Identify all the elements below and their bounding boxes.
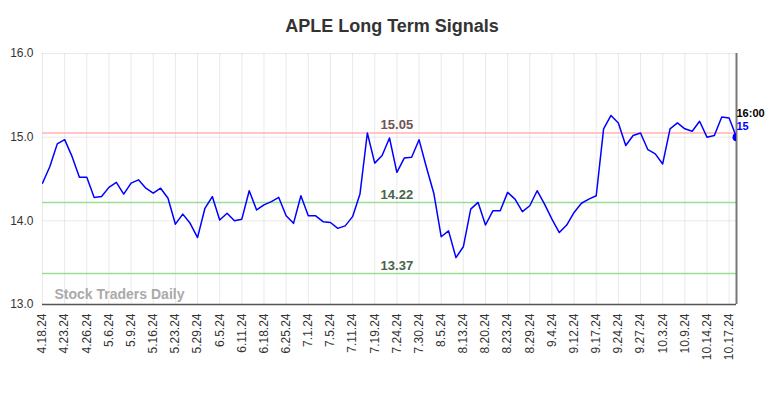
- svg-text:9.27.24: 9.27.24: [633, 313, 647, 353]
- svg-text:7.30.24: 7.30.24: [412, 313, 426, 353]
- svg-text:6.11.24: 6.11.24: [235, 313, 249, 352]
- svg-text:14.22: 14.22: [381, 187, 414, 202]
- svg-text:14.0: 14.0: [10, 214, 34, 228]
- svg-text:8.23.24: 8.23.24: [500, 313, 514, 353]
- svg-text:7.1.24: 7.1.24: [301, 313, 315, 347]
- svg-text:7.24.24: 7.24.24: [390, 313, 404, 353]
- svg-text:5.16.24: 5.16.24: [146, 313, 160, 353]
- svg-text:6.5.24: 6.5.24: [213, 313, 227, 347]
- svg-text:9.12.24: 9.12.24: [567, 313, 581, 353]
- svg-text:8.13.24: 8.13.24: [456, 313, 470, 353]
- svg-text:15.0: 15.0: [10, 130, 34, 144]
- svg-text:13.37: 13.37: [381, 258, 414, 273]
- svg-text:4.23.24: 4.23.24: [57, 313, 71, 353]
- svg-text:7.5.24: 7.5.24: [323, 313, 337, 347]
- svg-text:9.17.24: 9.17.24: [589, 313, 603, 353]
- svg-text:15.05: 15.05: [381, 117, 414, 132]
- svg-text:7.19.24: 7.19.24: [368, 313, 382, 353]
- svg-text:15: 15: [737, 120, 749, 132]
- svg-text:5.9.24: 5.9.24: [124, 313, 138, 347]
- svg-text:8.20.24: 8.20.24: [478, 313, 492, 353]
- svg-text:5.6.24: 5.6.24: [102, 313, 116, 347]
- svg-text:9.4.24: 9.4.24: [545, 313, 559, 347]
- svg-text:9.24.24: 9.24.24: [611, 313, 625, 353]
- svg-text:6.18.24: 6.18.24: [257, 313, 271, 353]
- svg-text:10.14.24: 10.14.24: [700, 313, 714, 360]
- svg-text:4.18.24: 4.18.24: [35, 313, 49, 353]
- svg-text:16:00: 16:00: [737, 107, 765, 119]
- svg-text:8.5.24: 8.5.24: [434, 313, 448, 347]
- svg-text:Stock Traders Daily: Stock Traders Daily: [55, 286, 185, 302]
- svg-text:10.9.24: 10.9.24: [678, 313, 692, 353]
- svg-text:4.26.24: 4.26.24: [80, 313, 94, 353]
- svg-text:16.0: 16.0: [10, 46, 34, 60]
- svg-text:5.29.24: 5.29.24: [190, 313, 204, 353]
- html-text:APLE Long Term Signals: APLE Long Term Signals: [285, 16, 499, 36]
- svg-text:5.23.24: 5.23.24: [168, 313, 182, 353]
- svg-text:8.29.24: 8.29.24: [523, 313, 537, 353]
- svg-text:10.17.24: 10.17.24: [722, 313, 736, 360]
- svg-text:10.3.24: 10.3.24: [656, 313, 670, 353]
- svg-text:13.0: 13.0: [10, 297, 34, 311]
- svg-text:7.11.24: 7.11.24: [345, 313, 359, 352]
- svg-text:6.25.24: 6.25.24: [279, 313, 293, 353]
